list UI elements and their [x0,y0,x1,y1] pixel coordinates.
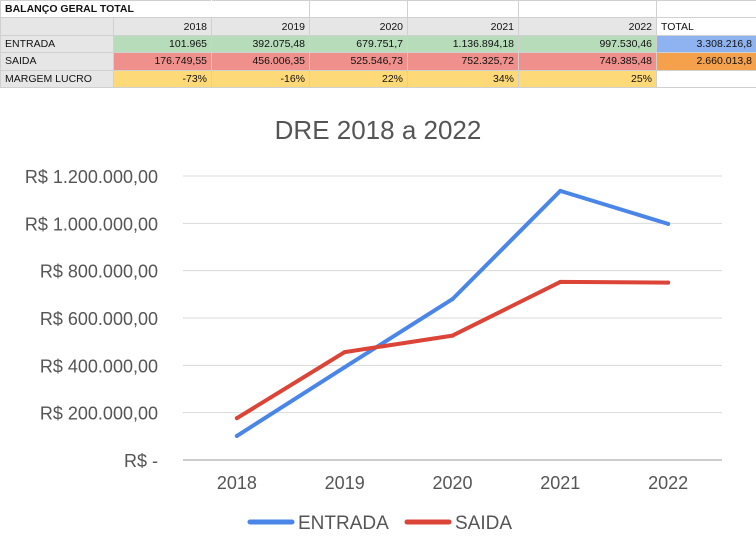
header-year-2019[interactable]: 2019 [211,17,311,36]
x-tick-label: 2018 [217,473,257,493]
header-year-2021[interactable]: 2021 [407,17,520,36]
y-tick-label: R$ 1.000.000,00 [25,214,158,234]
row-entrada: ENTRADA 101.965 392.075,48 679.751,7 1.1… [0,34,756,54]
cell-entrada-2018[interactable]: 101.965 [112,34,213,54]
cell-entrada-total[interactable]: 3.308.216,8 [656,34,756,54]
x-axis-tick-labels: 2018 2019 2020 2021 2022 [217,473,688,493]
cell-saida-total[interactable]: 2.660.013,8 [656,52,756,71]
header-total[interactable]: TOTAL [656,17,756,36]
data-point [234,416,239,421]
chart-svg: DRE 2018 a 2022 R$ - R$ 200.000,00 R$ 400.… [25,115,722,534]
cell-margem-total[interactable] [656,69,756,89]
cell-entrada-2019[interactable]: 392.075,48 [211,34,311,54]
legend-label: SAIDA [455,513,512,534]
cell-entrada-2021[interactable]: 1.136.894,18 [407,34,520,54]
row-margem-lucro: MARGEM LUCRO -73% -16% 22% 34% 25% [0,69,756,89]
legend-label: ENTRADA [298,513,389,534]
data-point [666,280,671,285]
empty-cell[interactable] [309,0,409,19]
data-point [666,221,671,226]
cell-saida-2019[interactable]: 456.006,35 [211,52,311,71]
x-tick-label: 2021 [540,473,580,493]
x-tick-label: 2019 [325,473,365,493]
cell-entrada-2022[interactable]: 997.530,46 [518,34,658,54]
row-saida: SAIDA 176.749,55 456.006,35 525.546,73 7… [0,52,756,71]
sheet-header-row: 2018 2019 2020 2021 2022 TOTAL [0,17,756,36]
sheet-title-row: BALANÇO GERAL TOTAL [0,0,756,19]
cell-entrada-2020[interactable]: 679.751,7 [309,34,409,54]
sheet-title[interactable]: BALANÇO GERAL TOTAL [0,0,213,19]
row-label-entrada[interactable]: ENTRADA [0,34,114,54]
data-point [450,297,455,302]
empty-cell[interactable] [656,0,756,19]
y-tick-label: R$ 1.200.000,00 [25,167,158,187]
data-point [450,333,455,338]
empty-cell[interactable] [407,0,520,19]
header-year-2020[interactable]: 2020 [309,17,409,36]
cell-margem-2021[interactable]: 34% [407,69,520,89]
header-year-2018[interactable]: 2018 [112,17,213,36]
data-point [558,279,563,284]
data-point [234,433,239,438]
cell-saida-2020[interactable]: 525.546,73 [309,52,409,71]
series-line-entrada [234,188,671,438]
cell-margem-2020[interactable]: 22% [309,69,409,89]
data-point [342,350,347,355]
data-point [558,188,563,193]
legend: ENTRADA SAIDA [247,513,512,534]
y-tick-label: R$ 200.000,00 [40,404,158,424]
y-axis-tick-labels: R$ - R$ 200.000,00 R$ 400.000,00 R$ 600.000… [25,167,158,471]
header-corner-cell[interactable] [0,17,114,36]
cell-saida-2022[interactable]: 749.385,48 [518,52,658,71]
cell-saida-2018[interactable]: 176.749,55 [112,52,213,71]
y-tick-label: R$ 800.000,00 [40,262,158,282]
series-line-saida [234,279,671,421]
line-chart: DRE 2018 a 2022 R$ - R$ 200.000,00 R$ 400.… [0,92,756,555]
cell-margem-2018[interactable]: -73% [112,69,213,89]
empty-cell[interactable] [518,0,658,19]
header-year-2022[interactable]: 2022 [518,17,658,36]
data-point [342,365,347,370]
cell-margem-2019[interactable]: -16% [211,69,311,89]
cell-saida-2021[interactable]: 752.325,72 [407,52,520,71]
y-tick-label: R$ - [124,451,158,471]
y-tick-label: R$ 600.000,00 [40,309,158,329]
row-label-saida[interactable]: SAIDA [0,52,114,71]
empty-cell[interactable] [211,0,311,19]
cell-margem-2022[interactable]: 25% [518,69,658,89]
x-tick-label: 2022 [648,473,688,493]
chart-title: DRE 2018 a 2022 [275,115,482,145]
row-label-margem[interactable]: MARGEM LUCRO [0,69,114,89]
series-lines [234,188,671,438]
y-tick-label: R$ 400.000,00 [40,356,158,376]
summary-table: BALANÇO GERAL TOTAL 2018 2019 2020 2021 … [0,0,756,89]
x-tick-label: 2020 [432,473,472,493]
